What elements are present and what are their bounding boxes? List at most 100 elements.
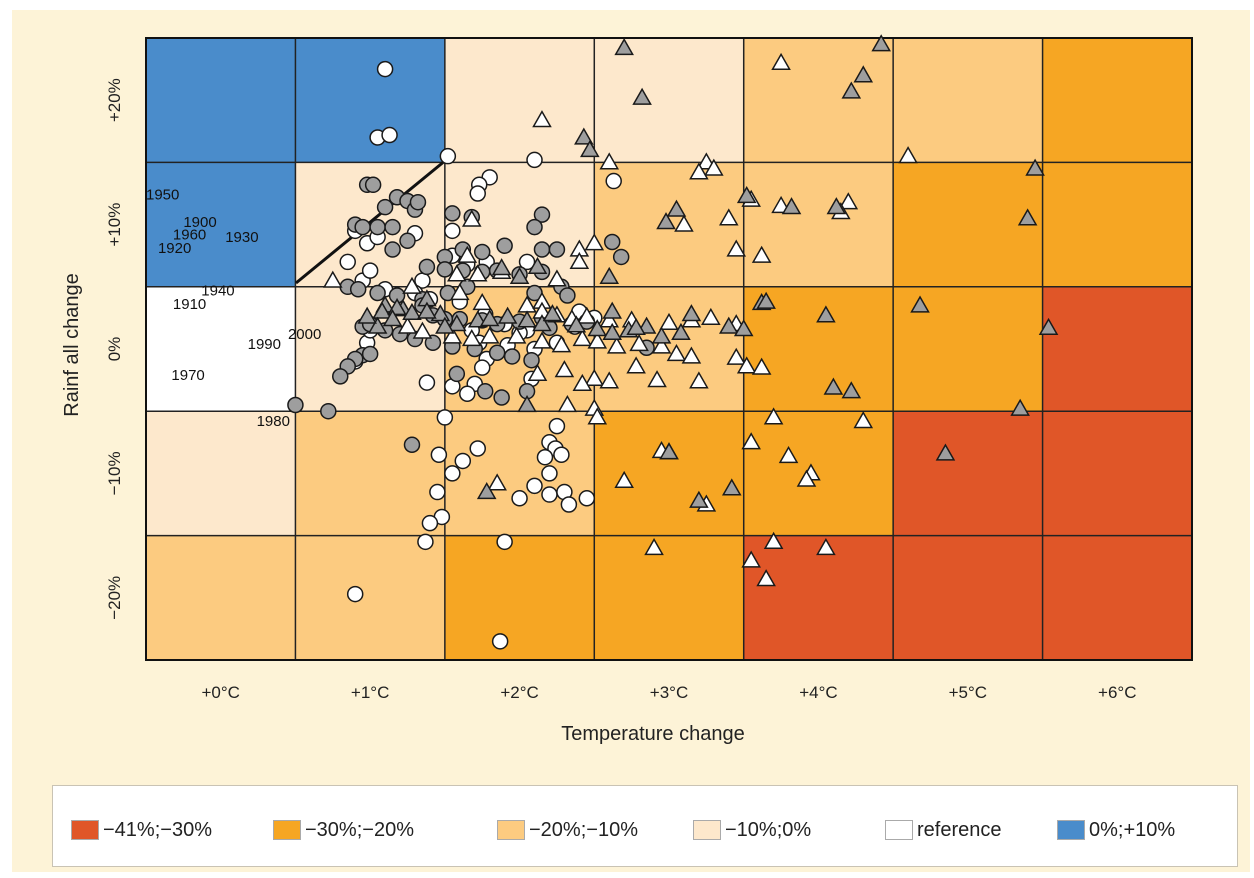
triangle-marker [853,411,874,429]
triangle-marker [796,469,817,487]
circle-marker [518,253,536,271]
circle-marker [541,465,558,482]
triangle-marker [435,316,455,334]
y-tick-label: 0% [105,337,124,362]
triangle-marker [741,432,761,450]
circle-marker [399,232,416,250]
circle-marker [469,185,486,202]
circle-marker [533,241,551,258]
circle-marker [473,243,491,261]
legend-label: reference [917,818,1002,841]
year-label: 1990 [248,336,281,353]
legend-swatch [497,820,525,840]
circle-marker [526,151,543,169]
triangle-marker [626,317,646,335]
triangle-marker [457,245,478,263]
triangle-marker [557,394,578,413]
triangle-marker [871,34,891,52]
triangle-marker [572,329,593,347]
triangle-marker [566,315,587,333]
grid-cell [444,535,595,660]
grid-cell [743,162,894,287]
y-tick-labels: +20% +10% 0% −10% −20% [105,78,124,620]
triangle-marker [704,158,724,176]
legend-swatch [273,820,301,840]
triangle-marker [751,245,772,263]
circle-marker [339,253,356,271]
triangle-marker [442,326,463,344]
triangle-marker [580,139,600,158]
circle-marker [418,258,436,276]
grid-cell [444,38,595,163]
triangle-marker [491,258,512,276]
triangle-marker [577,306,597,324]
grid-cell [893,162,1043,287]
triangle-marker [447,314,467,332]
circle-marker [503,348,521,365]
circle-marker [436,261,454,278]
data-points [287,34,1059,650]
circle-marker [553,446,570,463]
circle-marker [346,585,364,603]
triangle-marker [572,373,593,391]
circle-marker [444,465,461,482]
reference-diagonal-line [295,158,447,285]
triangle-marker [450,283,470,301]
triangle-marker [397,316,418,334]
circle-marker [459,385,476,403]
triangle-marker [517,310,537,328]
triangle-marker [647,370,667,388]
triangle-marker [726,347,747,365]
y-tick-label: +10% [105,203,124,247]
grid-cell [1042,411,1192,536]
triangle-marker [689,490,709,508]
grid-cell [893,411,1043,536]
triangle-marker [659,442,679,460]
legend-swatch [1057,820,1085,840]
grid-cell [1042,38,1192,163]
triangle-marker [542,304,563,322]
circle-marker [603,233,621,251]
triangle-marker [674,214,694,232]
x-tick-label: +5°C [949,683,987,702]
year-label: 1910 [173,296,206,313]
triangle-marker [487,473,507,491]
circle-marker [369,284,386,302]
triangle-marker [430,304,451,322]
triangle-marker [651,326,672,344]
circle-marker [560,496,578,513]
triangle-marker [479,309,500,327]
x-tick-label: +1°C [351,683,389,702]
year-label: 1930 [225,229,258,246]
triangle-marker [898,146,918,164]
y-tick-label: +20% [105,78,124,122]
triangle-marker [372,301,392,319]
circle-marker [548,241,566,258]
triangle-marker [726,239,747,257]
triangle-marker [322,270,343,288]
triangle-marker [614,470,634,488]
circle-marker [376,60,394,78]
triangle-marker [461,209,482,227]
grid-cell [743,38,894,163]
triangle-marker [733,319,754,337]
triangle-marker [357,306,377,324]
triangle-marker [816,305,836,323]
circle-marker [430,446,448,463]
circle-marker [578,490,596,507]
triangle-marker [447,264,467,282]
legend-item: −41%;−30% [71,818,212,842]
triangle-marker [461,329,482,347]
triangle-marker [778,445,799,464]
grid-cell [1042,535,1192,660]
circle-marker [354,218,371,236]
grid-cell [1042,286,1192,412]
circle-marker [496,533,513,551]
circle-marker [418,374,436,391]
triangle-marker [587,407,608,425]
circle-marker [384,241,401,258]
triangle-marker [599,371,620,389]
x-tick-label: +2°C [500,683,538,702]
triangle-marker [602,322,623,340]
